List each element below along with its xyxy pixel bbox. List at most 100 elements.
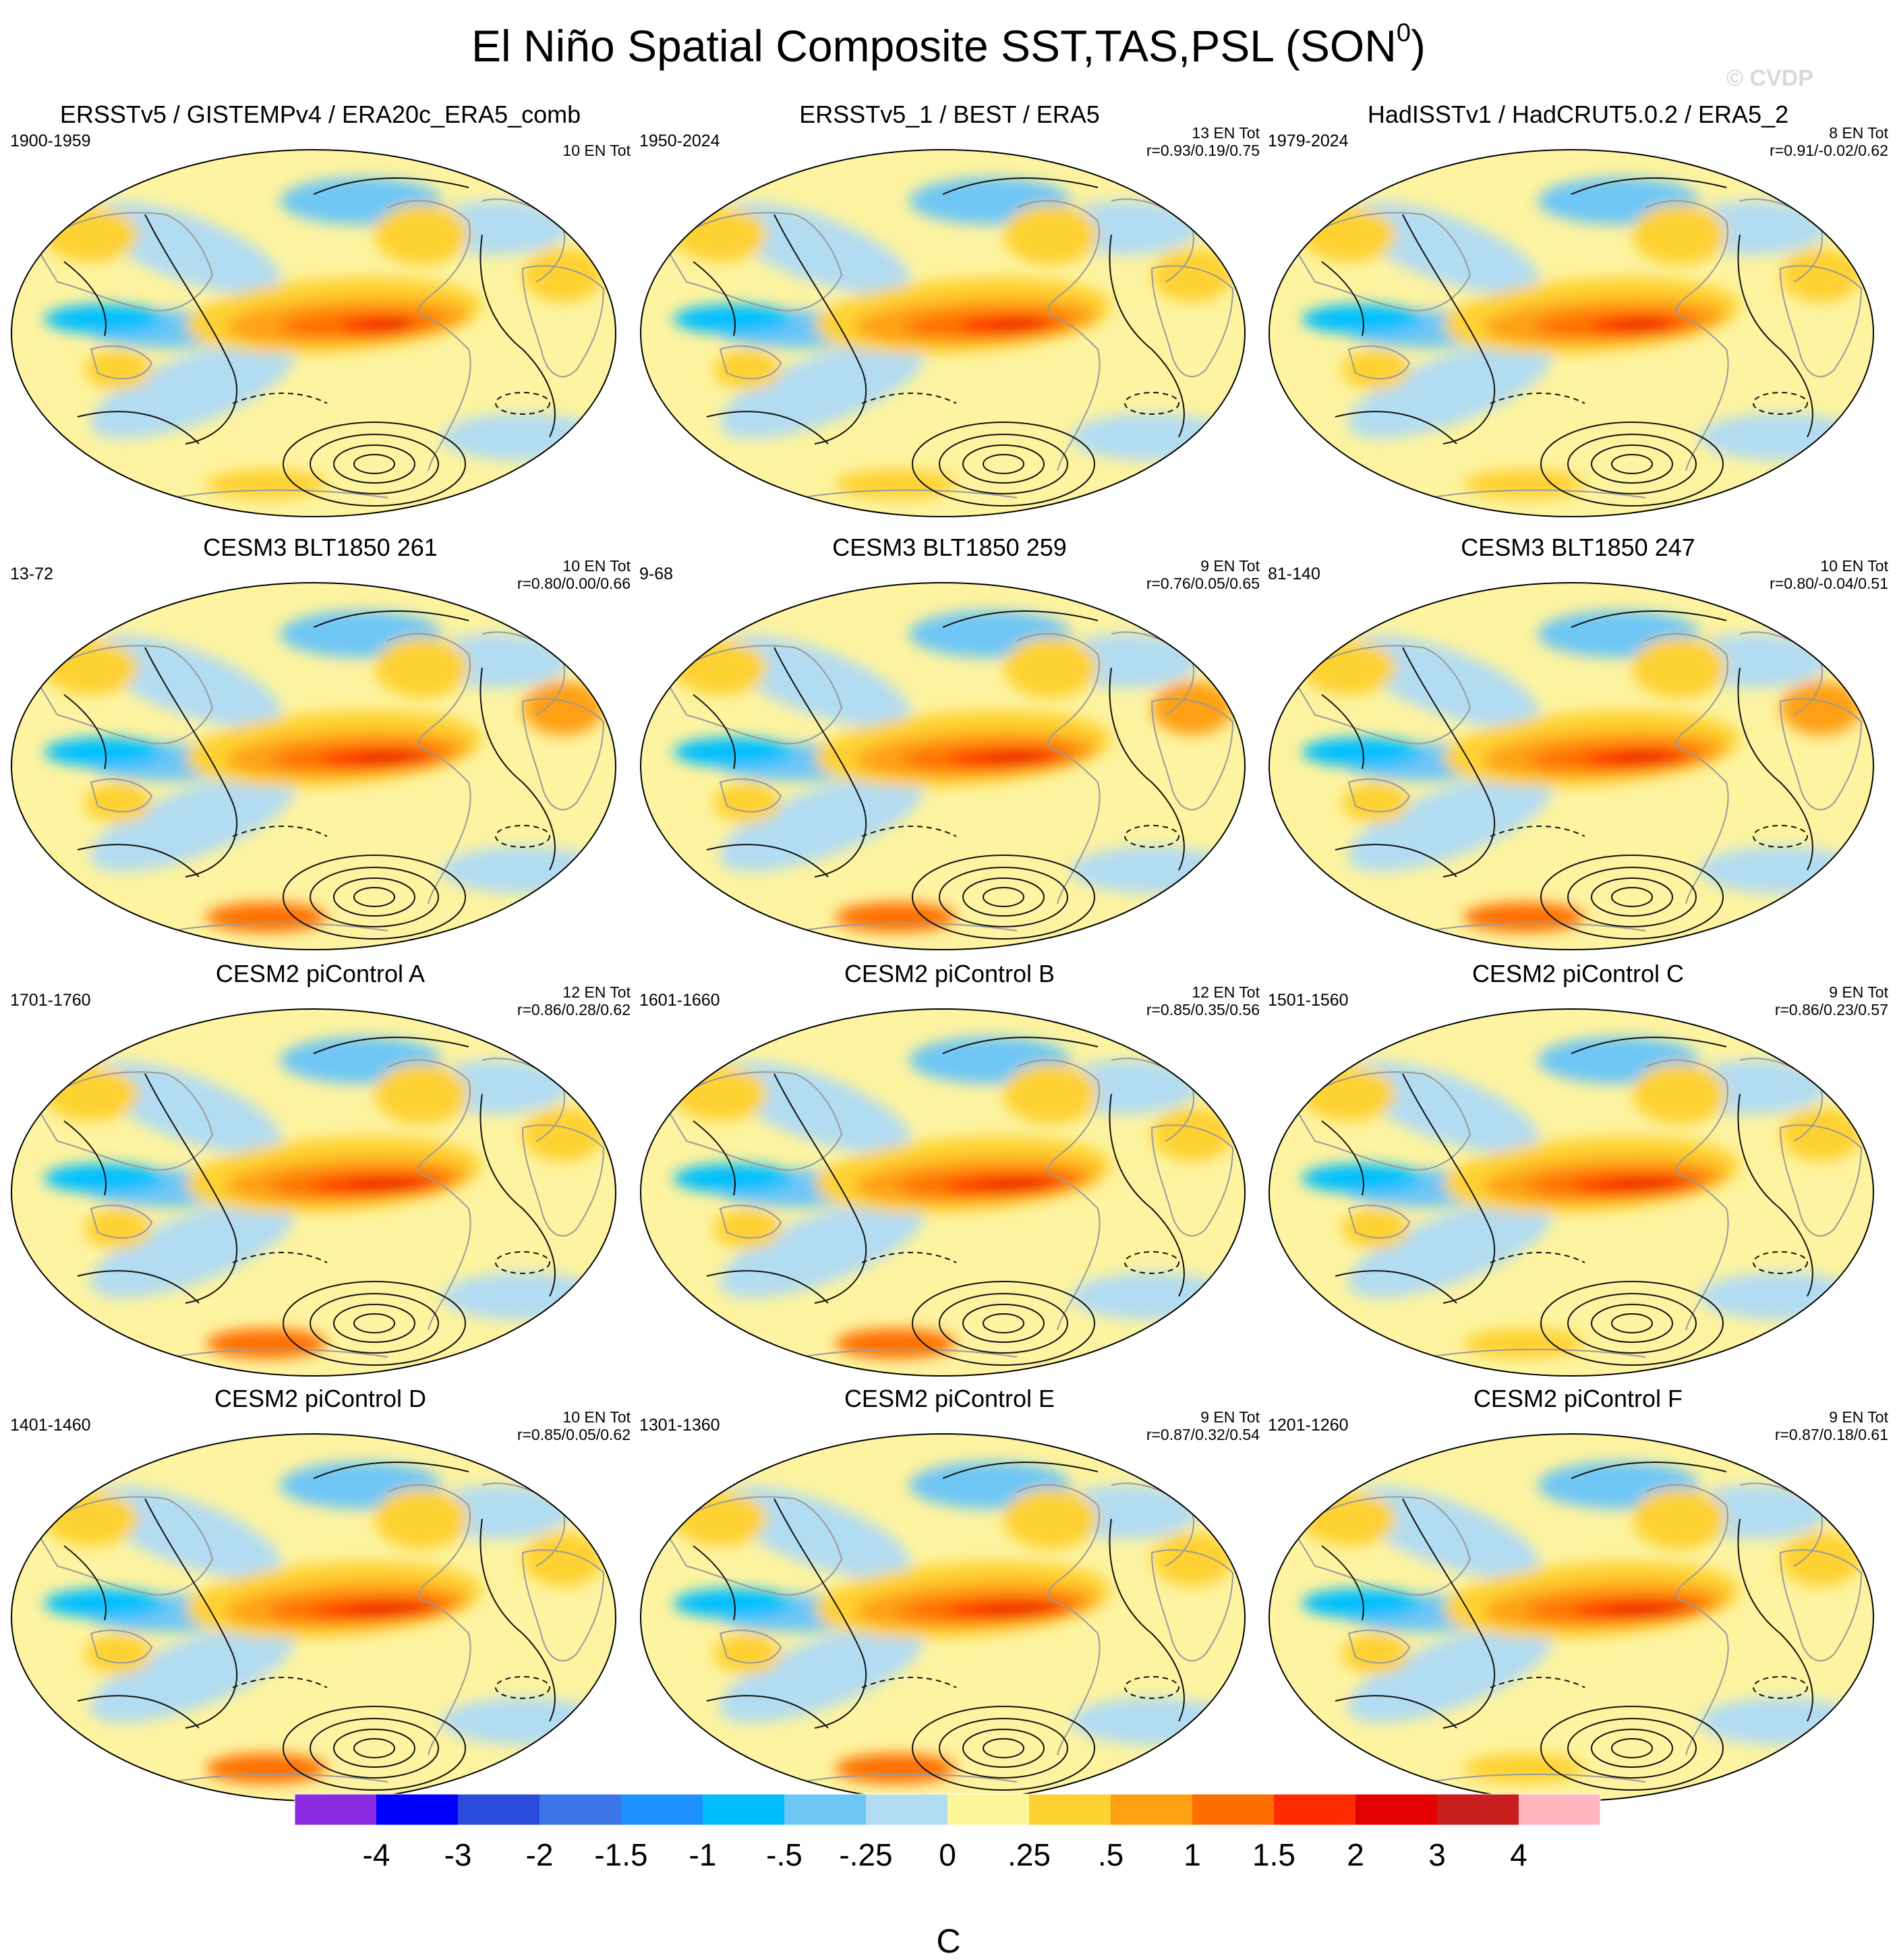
coastline	[1016, 633, 1101, 904]
map-outline	[1268, 582, 1874, 950]
warm-anomaly-australia	[1342, 349, 1409, 390]
cool-anomaly-north	[90, 635, 281, 728]
psl-contour-low	[939, 867, 1068, 927]
coastline	[665, 1071, 843, 1171]
warm-anomaly-north-america	[1003, 204, 1098, 265]
robinson-map	[640, 149, 1246, 517]
cool-anomaly-north	[719, 202, 910, 295]
psl-contour	[77, 844, 200, 877]
psl-contour-low	[983, 1313, 1024, 1333]
warm-anomaly-antarctic	[835, 1329, 956, 1358]
panel-event-count: 10 EN Tot	[1820, 557, 1888, 575]
psl-contour	[1321, 1120, 1364, 1196]
panel-correlation: r=0.85/0.35/0.56	[1146, 1001, 1260, 1018]
coastline	[800, 489, 1018, 498]
nino-tongue-peak	[989, 320, 1045, 331]
panel-years: 1601-1660	[639, 991, 720, 1010]
warm-anomaly-north-america	[374, 1489, 469, 1549]
cool-anomaly-maritime	[1302, 1588, 1423, 1618]
panel-correlation: r=0.91/-0.02/0.62	[1770, 142, 1888, 159]
coastline	[521, 698, 605, 811]
psl-contour-zero	[479, 667, 556, 871]
map-outline	[11, 149, 616, 517]
coastline	[1429, 1348, 1646, 1358]
coastline	[665, 1496, 843, 1596]
robinson-map	[11, 149, 616, 517]
map-panel: CESM2 piControl F 1201-1260 9 EN Tot r=0.87…	[1268, 1384, 1888, 1816]
coastline	[36, 1071, 214, 1171]
robinson-map	[640, 582, 1246, 950]
cool-anomaly-maritime	[673, 1588, 794, 1618]
colorbar-tick-label: 1.5	[1252, 1837, 1295, 1872]
colorbar-box	[458, 1794, 540, 1825]
map-panel: CESM2 piControl C 1501-1560 9 EN Tot r=0.86…	[1268, 959, 1888, 1391]
coastline	[1347, 778, 1411, 813]
coastline	[1645, 1059, 1729, 1331]
panel-years: 1301-1360	[639, 1416, 720, 1435]
warm-anomaly-antarctic	[835, 1754, 956, 1783]
panel-title: CESM2 piControl D	[214, 1385, 427, 1412]
coastline	[665, 212, 843, 312]
coastline	[1293, 645, 1471, 745]
coastline	[1150, 1549, 1234, 1662]
colorbar-tick-label: .5	[1098, 1837, 1123, 1872]
cool-anomaly-north	[1347, 202, 1539, 295]
psl-contour	[706, 844, 829, 877]
warm-anomaly-antarctic	[1463, 469, 1585, 499]
panel-title: CESM3 BLT1850 247	[1461, 534, 1695, 561]
psl-contour-low	[1611, 1313, 1653, 1333]
psl-contour	[706, 411, 829, 444]
psl-contour-negative	[1124, 825, 1179, 848]
psl-contour-low	[1540, 1706, 1724, 1791]
nino-tongue-peak	[1613, 753, 1678, 764]
psl-contour	[706, 1695, 829, 1729]
cool-anomaly-north	[90, 1061, 281, 1154]
colorbar-tick-label: -.5	[766, 1837, 802, 1872]
figure-title-superscript: 0	[1396, 19, 1411, 47]
panel-title: CESM3 BLT1850 259	[832, 534, 1067, 561]
psl-contour-zero	[479, 234, 556, 438]
psl-contour-zero	[1402, 214, 1496, 444]
nino-tongue-peak	[1609, 1605, 1682, 1615]
panel-years: 1701-1760	[10, 991, 91, 1010]
psl-contour-low	[912, 1706, 1095, 1791]
colorbar-tick-label: 3	[1428, 1837, 1446, 1872]
cool-anomaly-maritime	[673, 737, 794, 767]
psl-contour	[63, 694, 107, 770]
psl-contour	[63, 261, 107, 337]
psl-contour-low	[310, 434, 439, 494]
psl-contour	[693, 694, 736, 770]
coastline	[171, 1348, 388, 1358]
panel-correlation: r=0.80/-0.04/0.51	[1770, 575, 1888, 592]
coastline	[1779, 1549, 1863, 1662]
warm-anomaly-australia	[713, 349, 781, 390]
coastline	[1645, 633, 1729, 904]
warm-anomaly-africa	[1152, 1107, 1233, 1161]
coastline	[387, 200, 471, 471]
cool-anomaly-maritime	[673, 304, 794, 334]
colorbar-box	[1111, 1794, 1193, 1825]
colorbar-tick-label: -1	[689, 1837, 717, 1872]
warm-anomaly-australia	[84, 1209, 152, 1249]
warm-anomaly-africa	[1152, 1532, 1233, 1586]
psl-contour-negative	[232, 1677, 328, 1688]
psl-contour	[313, 610, 469, 628]
psl-contour-negative	[495, 1676, 550, 1699]
warm-anomaly-antarctic	[206, 1329, 327, 1358]
robinson-map	[640, 1008, 1246, 1377]
cool-anomaly-north	[1347, 635, 1539, 728]
coastline	[719, 1205, 782, 1239]
panel-event-count: 9 EN Tot	[1829, 983, 1888, 1001]
psl-contour	[313, 1462, 469, 1479]
warm-anomaly-antarctic	[1463, 1754, 1585, 1783]
psl-contour-negative	[232, 826, 328, 837]
warm-anomaly-africa	[523, 1532, 604, 1586]
coastline	[1150, 265, 1234, 378]
psl-contour-low	[1567, 434, 1697, 494]
warm-anomaly-africa	[1152, 681, 1233, 735]
panel-correlation: r=0.86/0.28/0.62	[517, 1001, 631, 1018]
psl-contour	[63, 1545, 107, 1621]
colorbar-tick-label: 0	[939, 1837, 956, 1872]
map-panel: CESM2 piControl E 1301-1360 9 EN Tot r=0.87…	[639, 1384, 1260, 1816]
warm-anomaly-africa	[523, 1107, 604, 1161]
